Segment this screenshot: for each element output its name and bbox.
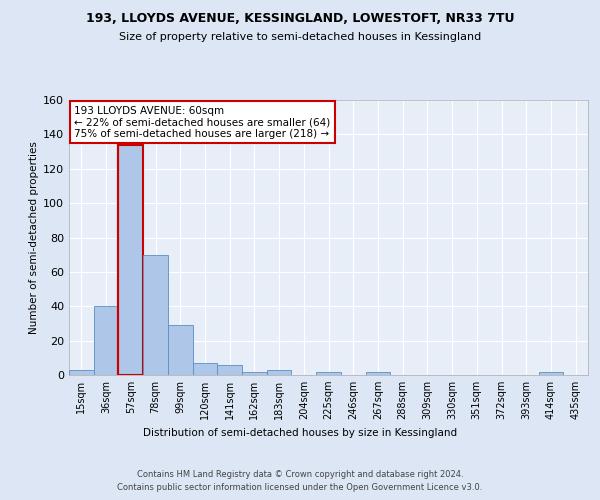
Bar [267, 370, 292, 375]
Bar [94, 306, 118, 375]
Text: Size of property relative to semi-detached houses in Kessingland: Size of property relative to semi-detach… [119, 32, 481, 42]
Text: Distribution of semi-detached houses by size in Kessingland: Distribution of semi-detached houses by … [143, 428, 457, 438]
Bar [217, 364, 242, 375]
Bar [193, 363, 217, 375]
Bar [143, 254, 168, 375]
Bar [168, 325, 193, 375]
Text: 193 LLOYDS AVENUE: 60sqm
← 22% of semi-detached houses are smaller (64)
75% of s: 193 LLOYDS AVENUE: 60sqm ← 22% of semi-d… [74, 106, 331, 138]
Text: 193, LLOYDS AVENUE, KESSINGLAND, LOWESTOFT, NR33 7TU: 193, LLOYDS AVENUE, KESSINGLAND, LOWESTO… [86, 12, 514, 26]
Bar [69, 370, 94, 375]
Y-axis label: Number of semi-detached properties: Number of semi-detached properties [29, 141, 39, 334]
Bar [365, 372, 390, 375]
Bar [539, 372, 563, 375]
Bar [242, 372, 267, 375]
Text: Contains HM Land Registry data © Crown copyright and database right 2024.
Contai: Contains HM Land Registry data © Crown c… [118, 470, 482, 492]
Bar [118, 144, 143, 375]
Bar [316, 372, 341, 375]
